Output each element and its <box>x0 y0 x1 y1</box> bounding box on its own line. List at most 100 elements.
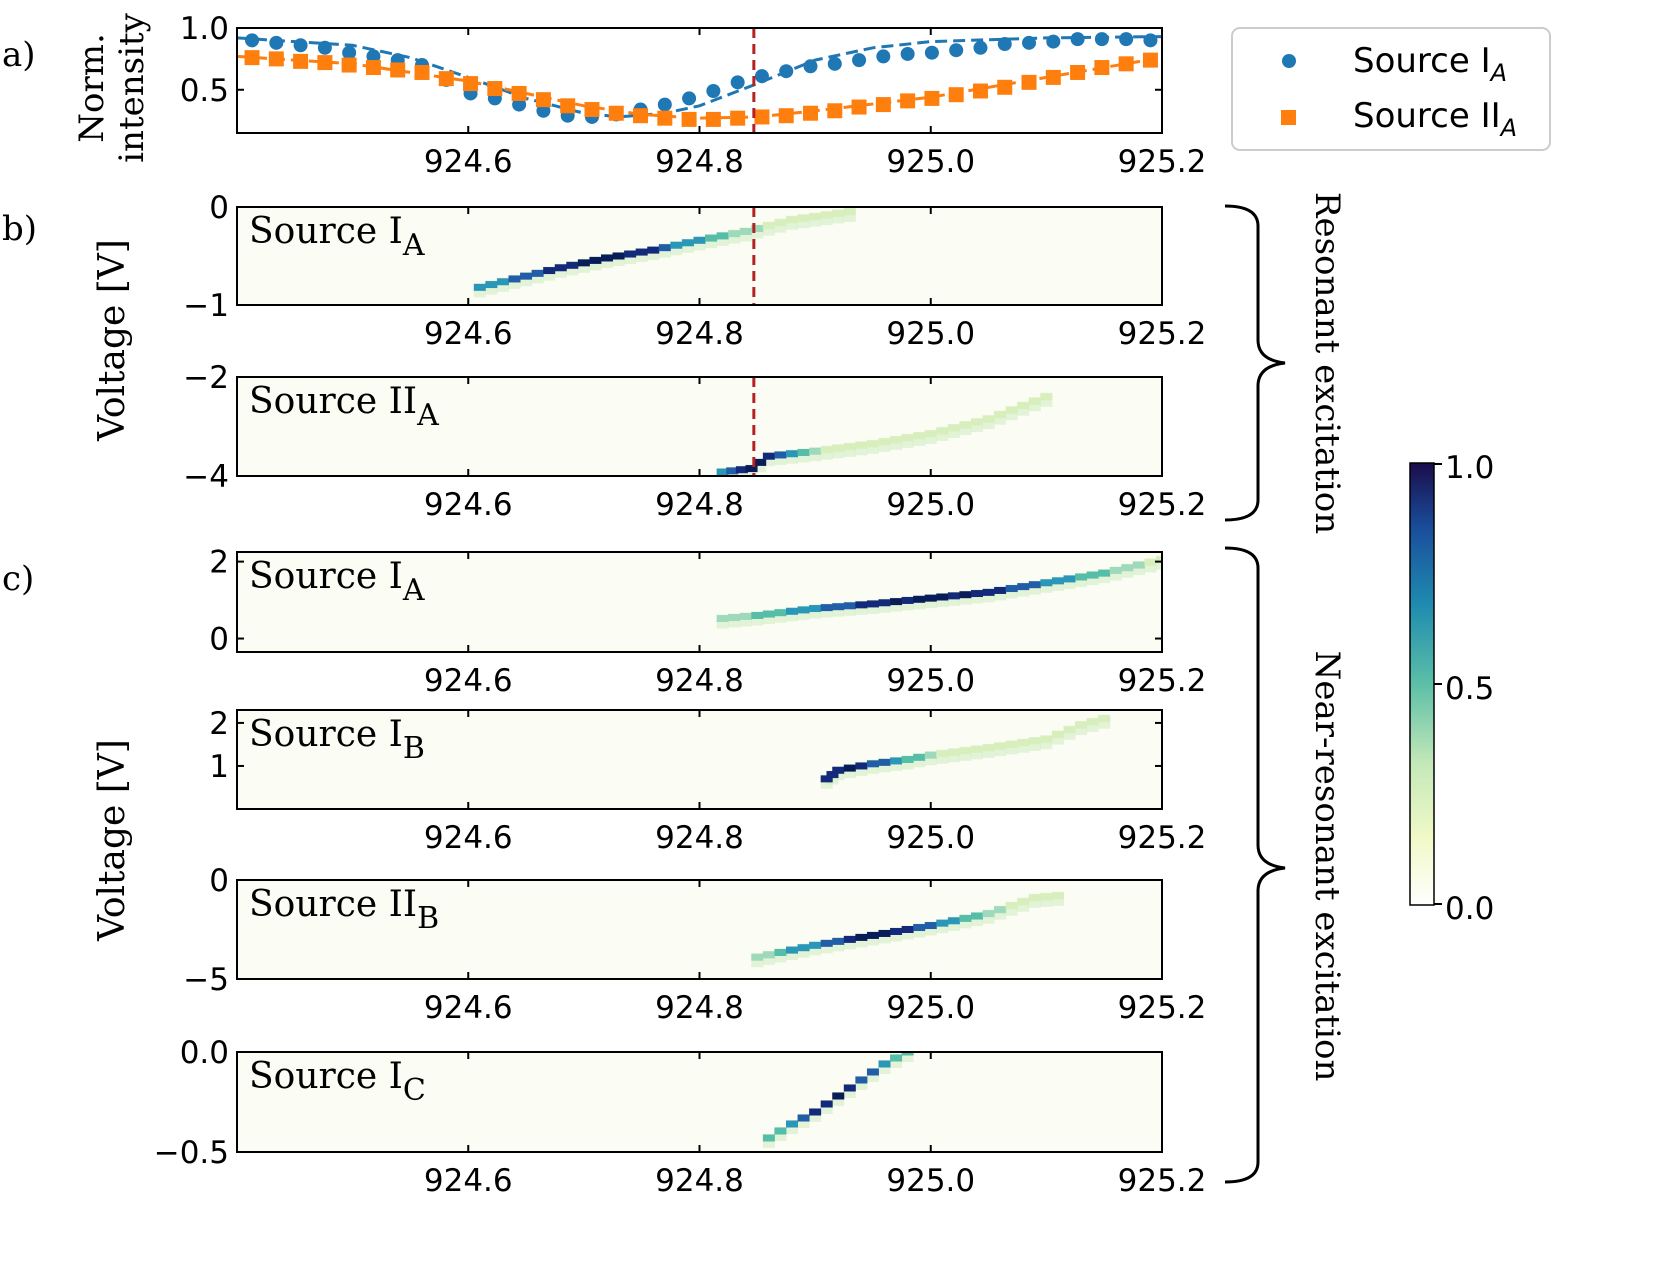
heatmap-background-c4 <box>237 1052 1162 1152</box>
heatmap-cells-c3 <box>751 891 1064 968</box>
cell-b2-14 <box>866 440 879 448</box>
panel-title-b2: Source IIA <box>249 381 439 433</box>
x-tick-label-c4-1: 924.8 <box>655 1163 744 1199</box>
cell-c4-2 <box>786 1120 798 1128</box>
cell-c4-4 <box>809 1108 822 1116</box>
cell-b1-14 <box>635 248 648 256</box>
panel-title-c3: Source IIB <box>249 884 439 936</box>
cell-c1-35 <box>1121 564 1134 572</box>
cell-c3-0 <box>751 953 764 961</box>
panel-a-ylabel-line1: Norm. <box>72 33 112 143</box>
cell-c1-21 <box>959 591 972 599</box>
point-1-15 <box>608 105 624 121</box>
point-1-23 <box>803 105 818 121</box>
resonant-bracket <box>1224 204 1286 522</box>
x-tick-label-c4-3: 925.2 <box>1118 1163 1207 1199</box>
point-0-11 <box>512 97 527 112</box>
cell-c1-3 <box>751 611 764 619</box>
ytick-label-c1-0: 2 <box>209 545 229 581</box>
cell-c2-14 <box>971 745 983 753</box>
heatmap-cells-b2 <box>716 392 1053 476</box>
point-0-33 <box>1046 34 1061 49</box>
cell-b2-10 <box>820 446 833 454</box>
cell-c2-4 <box>855 762 868 770</box>
cell-b1-24 <box>751 225 764 233</box>
cell-c1-24 <box>994 586 1007 594</box>
cell-b1-10 <box>589 256 602 264</box>
point-1-10 <box>487 81 503 97</box>
x-tick-label-c3-3: 925.2 <box>1118 990 1207 1026</box>
cell-b2-3 <box>745 465 758 473</box>
point-1-12 <box>535 92 551 108</box>
panel-title-sub-c1: A <box>402 573 425 608</box>
cell-c4-10 <box>878 1060 891 1068</box>
cell-b1-5 <box>531 269 544 277</box>
point-1-3 <box>317 55 333 71</box>
cell-c1-22 <box>971 590 983 598</box>
point-1-19 <box>705 111 721 127</box>
point-1-11 <box>511 85 527 101</box>
cell-b2-13 <box>855 441 868 449</box>
cell-c1-14 <box>878 599 891 607</box>
colorbar-label-1: 1.0 <box>1445 450 1494 486</box>
cell-c2-12 <box>947 748 960 756</box>
cell-c3-17 <box>947 917 960 925</box>
cell-c3-6 <box>820 939 833 947</box>
cell-c1-2 <box>739 612 752 620</box>
legend-marker-source-ia <box>1282 54 1296 68</box>
resonant-excitation-label: Resonant excitation <box>1307 192 1347 534</box>
point-0-36 <box>1119 32 1134 47</box>
panel-title-c4: Source IC <box>249 1056 426 1108</box>
point-1-20 <box>730 110 746 126</box>
cell-b2-6 <box>774 451 787 459</box>
cell-b2-5 <box>762 452 775 460</box>
heatmap-panel-c1: 2 0 924.6 924.8 925.0 925.2 Source IA <box>209 545 1206 699</box>
point-0-0 <box>245 33 260 48</box>
cell-c3-23 <box>1017 898 1030 906</box>
cell-c1-18 <box>924 594 937 602</box>
cell-c2-11 <box>936 750 949 758</box>
ylabel-voltage-b: Voltage [V] <box>92 239 133 442</box>
point-0-35 <box>1094 32 1109 47</box>
cell-c1-27 <box>1028 581 1041 589</box>
colorbar-gradient <box>1409 462 1435 906</box>
cell-b1-23 <box>739 228 752 235</box>
cell-c2-22 <box>1063 726 1076 734</box>
point-0-21 <box>754 69 769 84</box>
panel-title-base-c2: Source I <box>249 714 403 755</box>
point-1-37 <box>1142 52 1158 68</box>
cell-b2-4 <box>754 458 767 466</box>
cell-c1-10 <box>832 603 845 611</box>
cell-c2-21 <box>1051 731 1064 739</box>
cell-c2-16 <box>994 742 1007 750</box>
cell-b2-25 <box>994 411 1007 419</box>
cell-c3-19 <box>971 912 983 920</box>
cell-c2-23 <box>1075 721 1088 729</box>
panel-label-a: a) <box>2 35 36 75</box>
point-1-34 <box>1070 64 1086 80</box>
cell-c4-1 <box>774 1127 787 1135</box>
ytick-label-c3-0: 0 <box>209 863 229 899</box>
point-1-9 <box>463 76 479 92</box>
cell-b2-22 <box>959 421 972 429</box>
cell-b2-23 <box>971 418 983 426</box>
point-0-20 <box>730 75 745 90</box>
cell-b2-8 <box>797 448 810 456</box>
cell-c1-36 <box>1132 561 1145 569</box>
cell-c3-12 <box>890 927 903 935</box>
near-resonant-bracket <box>1224 546 1286 1184</box>
cell-b1-13 <box>624 250 637 258</box>
legend-frame <box>1231 27 1551 151</box>
point-1-30 <box>972 83 988 99</box>
ytick-label-b1-1: −1 <box>183 288 229 324</box>
cell-b1-30 <box>820 211 833 219</box>
heatmap-panel-b1: 0 −1 924.6 924.8 925.0 925.2 Source IA <box>183 190 1206 352</box>
point-1-16 <box>633 108 649 124</box>
x-tick-label-c1-0: 924.6 <box>424 663 513 699</box>
point-1-7 <box>414 64 430 80</box>
cell-c1-8 <box>809 605 822 613</box>
cell-b2-7 <box>786 450 798 458</box>
cell-c3-1 <box>762 951 775 959</box>
cell-b1-19 <box>693 236 706 244</box>
